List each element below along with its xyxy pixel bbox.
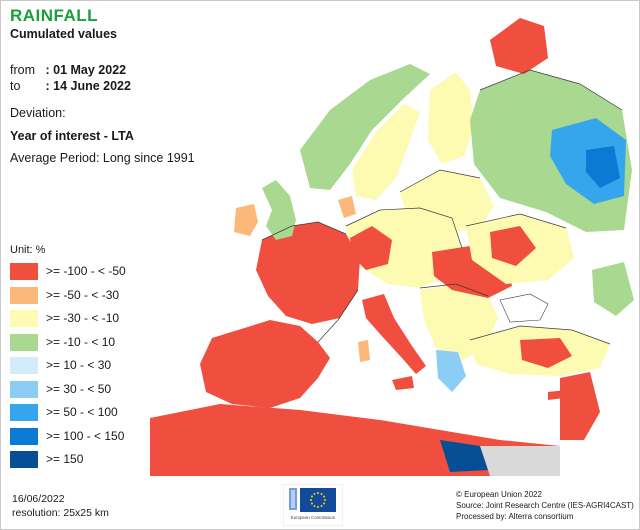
region-turkey-dry	[520, 338, 572, 368]
legend-swatch	[10, 310, 38, 327]
map-land	[150, 18, 634, 476]
period-from-value: : 01 May 2022	[45, 63, 127, 77]
eu-star	[313, 492, 316, 495]
legend-label: >= -100 - < -50	[46, 264, 126, 278]
region-sweden	[352, 104, 420, 200]
legend-swatch	[10, 333, 38, 351]
region-russia-north-dry	[490, 18, 548, 74]
eu-star	[317, 492, 319, 494]
credits: © European Union 2022 Source: Joint Rese…	[456, 489, 634, 522]
region-black-sea-coast	[499, 293, 549, 323]
copyright: © European Union 2022	[456, 490, 542, 499]
rainfall-deviation-map	[150, 18, 634, 476]
legend-label: >= 50 - < 100	[46, 405, 118, 419]
period-to-value: : 14 June 2022	[45, 79, 131, 93]
region-sicily	[392, 376, 414, 390]
region-iberia	[200, 320, 330, 408]
map-borders	[261, 69, 623, 345]
legend-label: >= -30 - < -10	[46, 311, 120, 325]
legend-swatch	[10, 380, 38, 398]
eu-star	[317, 506, 319, 508]
region-ukraine-dry	[490, 226, 536, 266]
eu-star	[310, 499, 312, 501]
legend-unit: Unit: %	[10, 244, 46, 256]
issue-date: 16/06/2022	[12, 493, 65, 505]
eu-star	[320, 505, 323, 508]
logo-caption: European Commission	[291, 515, 336, 520]
eu-star	[310, 495, 313, 498]
period-from: from : 01 May 2022	[10, 63, 126, 77]
region-sardinia	[358, 340, 370, 362]
eu-star	[310, 502, 313, 505]
region-caucasus	[592, 262, 634, 316]
region-russia-very-wet	[586, 146, 620, 188]
eu-star	[324, 499, 326, 501]
data-source: Source: Joint Research Centre (IES-AGRI4…	[456, 501, 634, 510]
region-poland-baltics	[400, 170, 494, 232]
legend-label: >= 150	[46, 452, 84, 466]
period-to-label: to	[10, 79, 21, 93]
map-subtitle: Cumulated values	[10, 27, 117, 41]
region-finland	[428, 72, 474, 164]
region-norway	[300, 64, 430, 190]
legend-swatch	[10, 357, 38, 374]
period-to: to : 14 June 2022	[10, 79, 131, 93]
european-commission-logo: European Commission	[283, 484, 343, 526]
legend-label: >= 10 - < 30	[46, 358, 112, 372]
region-levant	[560, 372, 600, 440]
region-cyprus	[548, 390, 566, 400]
average-period: Average Period: Long since 1991	[10, 151, 195, 165]
region-italy	[362, 294, 426, 374]
legend-swatch	[10, 451, 38, 468]
region-north-africa-wet	[440, 440, 490, 472]
deviation-mode: Year of interest - LTA	[10, 129, 134, 143]
legend-label: >= 30 - < 50	[46, 381, 112, 396]
legend-swatch	[10, 427, 38, 445]
legend-label: >= -50 - < -30	[46, 287, 120, 302]
map-title: RAINFALL	[10, 6, 99, 25]
eu-star	[323, 495, 326, 498]
region-north-africa-nodata	[480, 446, 560, 476]
resolution: resolution: 25x25 km	[12, 507, 109, 519]
legend-label: >= 100 - < 150	[46, 428, 125, 443]
legend-label: >= -10 - < 10	[46, 334, 116, 349]
legend-swatch	[10, 286, 38, 304]
legend-swatch	[10, 404, 38, 421]
region-denmark	[338, 196, 356, 218]
legend-swatch	[10, 263, 38, 280]
period-from-label: from	[10, 63, 35, 77]
region-greece	[436, 350, 466, 392]
eu-star	[313, 505, 316, 508]
processed-by: Processed by: Alterra consortium	[456, 512, 574, 521]
region-britain	[262, 180, 296, 240]
eu-star	[320, 492, 323, 495]
region-france	[256, 222, 360, 324]
eu-star	[323, 502, 326, 505]
region-ireland	[234, 204, 258, 236]
region-germany-dry	[350, 226, 392, 270]
deviation-label: Deviation:	[10, 106, 66, 120]
